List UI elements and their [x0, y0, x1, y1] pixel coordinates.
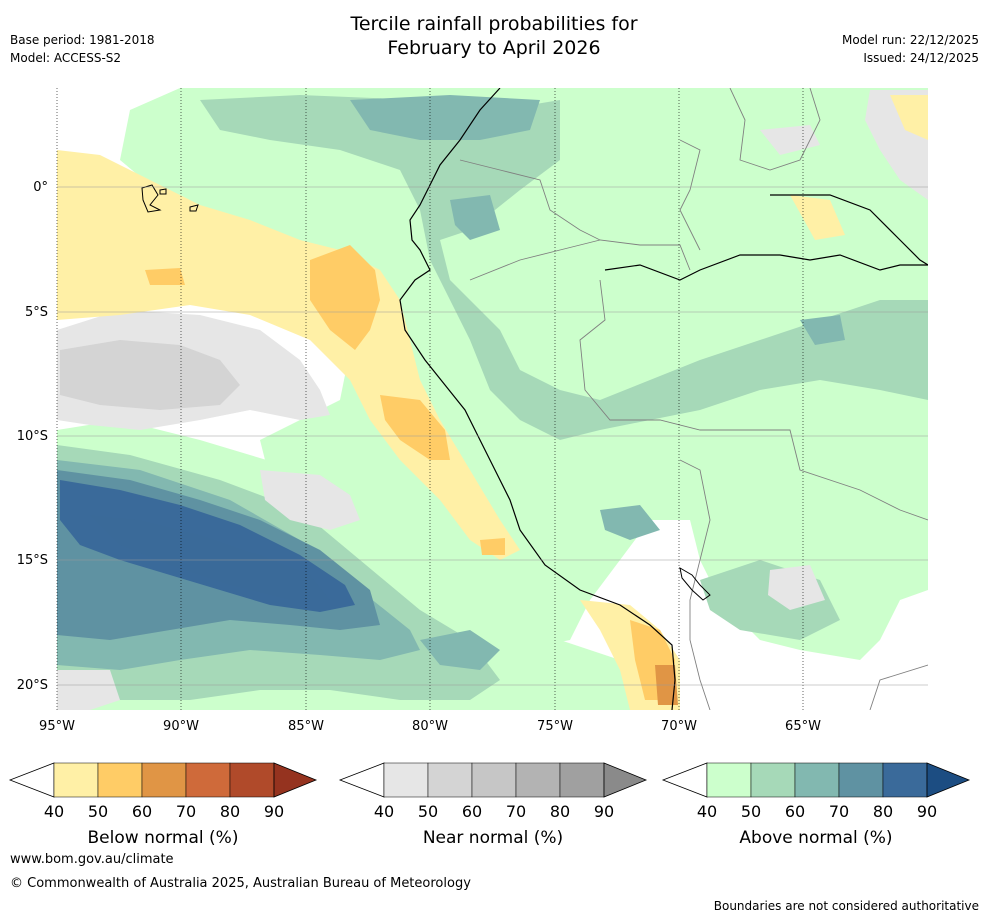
meta-right: Model run: 22/12/2025 Issued: 24/12/2025: [842, 31, 979, 67]
lon-label: 80°W: [412, 719, 448, 734]
colorbar-min-triangle: [338, 762, 385, 798]
colorbar-min-triangle: [661, 762, 708, 798]
colorbar-max-triangle: [603, 762, 648, 798]
lat-label: 5°S: [25, 305, 48, 320]
lon-label: 65°W: [785, 719, 821, 734]
lon-label: 90°W: [163, 719, 199, 734]
colorbar-tick: 50: [88, 802, 108, 821]
colorbar-tick: 80: [550, 802, 570, 821]
colorbar-swatch: [471, 762, 517, 798]
colorbar-tick: 80: [873, 802, 893, 821]
boundaries: [141, 88, 928, 710]
below-normal-50-area: [310, 245, 380, 350]
boundaries-disclaimer: Boundaries are not considered authoritat…: [713, 899, 979, 913]
colorbar-near-normal: 40 50 60 70 80 90 Near normal (%): [338, 762, 648, 848]
model-name: Model: ACCESS-S2: [10, 51, 122, 65]
colorbar-tick: 70: [829, 802, 849, 821]
colorbar-tick: 70: [506, 802, 526, 821]
colorbar-tick: 60: [132, 802, 152, 821]
colorbar-tick: 70: [176, 802, 196, 821]
colorbar-swatch: [185, 762, 231, 798]
lon-label: 70°W: [661, 719, 697, 734]
colorbar-tick: 90: [594, 802, 614, 821]
coastline: [399, 88, 676, 710]
colorbar-min-triangle: [8, 762, 55, 798]
title-line-1: Tercile rainfall probabilities for: [350, 13, 638, 35]
below-normal-area: [57, 150, 520, 560]
colorbar-tick: 90: [917, 802, 937, 821]
above-normal-50-area: [200, 95, 928, 440]
colorbar-tick: 60: [462, 802, 482, 821]
colorbar-label: Above normal (%): [739, 828, 892, 848]
colorbar-below-normal: 40 50 60 70 80 90 Below normal (%): [8, 762, 318, 848]
colorbar-swatch: [515, 762, 561, 798]
lat-label: 20°S: [17, 678, 48, 693]
colorbar-tick: 80: [220, 802, 240, 821]
gridlines: [56, 88, 928, 710]
colorbar-tick: 60: [785, 802, 805, 821]
lon-label: 85°W: [288, 719, 324, 734]
colorbar-swatch: [882, 762, 928, 798]
meta-left: Base period: 1981-2018 Model: ACCESS-S2: [10, 31, 155, 67]
lat-label: 15°S: [17, 553, 48, 568]
axis-labels: 0° 5°S 10°S 15°S 20°S 95°W 90°W 85°W 80°…: [17, 180, 821, 734]
lon-label: 95°W: [39, 719, 75, 734]
colorbar-swatch: [427, 762, 473, 798]
lon-label: 75°W: [537, 719, 573, 734]
colorbar-swatch: [838, 762, 884, 798]
colorbar-swatch: [53, 762, 99, 798]
colorbar-tick: 90: [264, 802, 284, 821]
colorbar-above-normal: 40 50 60 70 80 90 Above normal (%): [661, 762, 971, 848]
colorbar-tick: 40: [697, 802, 717, 821]
colorbar-tick: 40: [374, 802, 394, 821]
model-run: Model run: 22/12/2025: [841, 33, 979, 47]
colorbar-swatch: [794, 762, 840, 798]
colorbar-max-triangle: [273, 762, 318, 798]
colorbar-swatch: [229, 762, 275, 798]
base-period: Base period: 1981-2018: [10, 33, 155, 47]
colorbar-swatch: [97, 762, 143, 798]
colorbar-swatch: [383, 762, 429, 798]
footer-url[interactable]: www.bom.gov.au/climate: [10, 852, 174, 867]
colorbar-tick: 50: [418, 802, 438, 821]
colorbar-max-triangle: [926, 762, 971, 798]
colorbar-swatch: [559, 762, 605, 798]
colorbar-tick: 50: [741, 802, 761, 821]
map-title: Tercile rainfall probabilities for Febru…: [0, 12, 988, 60]
probability-field: [57, 88, 928, 710]
lat-label: 10°S: [17, 429, 48, 444]
colorbar-swatch: [141, 762, 187, 798]
title-line-2: February to April 2026: [387, 37, 601, 59]
colorbar-label: Near normal (%): [423, 828, 563, 848]
colorbar-swatch: [706, 762, 752, 798]
lat-label: 0°: [33, 180, 48, 195]
issued-date: Issued: 24/12/2025: [863, 51, 979, 65]
colorbar-label: Below normal (%): [88, 828, 239, 848]
copyright-notice: © Commonwealth of Australia 2025, Austra…: [10, 876, 471, 891]
colorbar-swatch: [750, 762, 796, 798]
colorbar-tick: 40: [44, 802, 64, 821]
